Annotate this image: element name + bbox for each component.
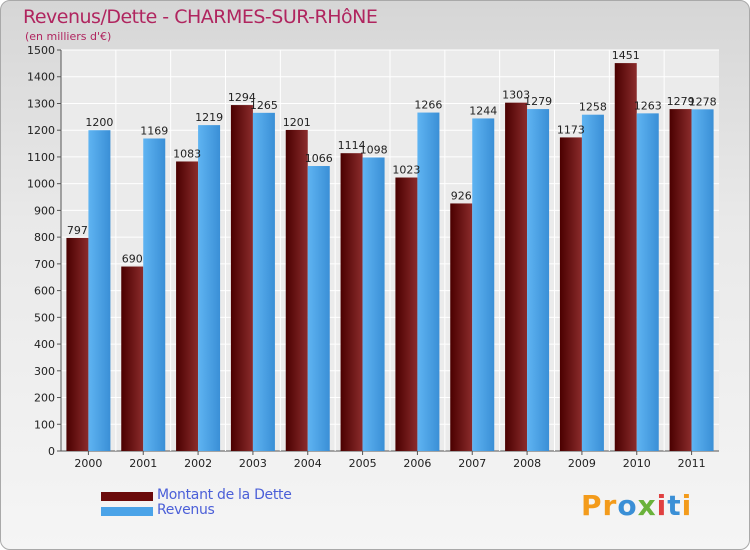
bar-revenue-2009: [581, 114, 604, 451]
y-tick-label: 100: [34, 418, 55, 431]
x-tick-label: 2010: [623, 457, 651, 470]
y-tick-label: 300: [34, 365, 55, 378]
data-label-debt: 1294: [228, 91, 256, 104]
data-label-debt: 1083: [173, 147, 201, 160]
data-label-debt: 1023: [392, 164, 420, 177]
data-label-revenue: 1266: [414, 99, 442, 112]
bar-revenue-2005: [362, 157, 385, 451]
x-tick-label: 2004: [294, 457, 322, 470]
bar-revenue-2007: [472, 118, 495, 452]
data-label-revenue: 1279: [524, 95, 552, 108]
x-tick-label: 2008: [513, 457, 541, 470]
data-label-debt: 1303: [502, 89, 530, 102]
legend-swatch-revenue: [101, 507, 153, 516]
brand-logo: Proxiti: [581, 489, 693, 522]
data-label-revenue: 1219: [195, 111, 223, 124]
legend-swatch-debt: [101, 492, 153, 501]
y-tick-label: 1100: [27, 151, 55, 164]
data-label-debt: 1173: [557, 123, 585, 136]
bar-revenue-2010: [636, 113, 659, 451]
data-label-debt: 1451: [612, 49, 640, 62]
bar-debt-2002: [176, 161, 199, 451]
legend-label-debt: Montant de la Dette: [157, 487, 292, 503]
y-tick-label: 500: [34, 311, 55, 324]
y-tick-label: 400: [34, 338, 55, 351]
data-label-revenue: 1098: [360, 143, 388, 156]
data-label-revenue: 1265: [250, 99, 278, 112]
x-tick-label: 2002: [184, 457, 212, 470]
chart-title: Revenus/Dette - CHARMES-SUR-RHôNE: [23, 6, 378, 28]
y-tick-label: 1200: [27, 124, 55, 137]
y-tick-label: 1000: [27, 178, 55, 191]
data-label-debt: 797: [67, 224, 88, 237]
y-tick-label: 1500: [27, 44, 55, 57]
data-label-debt: 1201: [283, 116, 311, 129]
bar-revenue-2002: [198, 125, 221, 451]
x-tick-label: 2003: [239, 457, 267, 470]
bar-revenue-2004: [307, 166, 330, 452]
bar-revenue-2001: [143, 138, 166, 451]
data-label-revenue: 1244: [469, 104, 497, 117]
y-tick-label: 600: [34, 285, 55, 298]
bar-debt-2000: [66, 237, 89, 451]
bar-debt-2008: [505, 102, 528, 451]
bar-revenue-2000: [88, 130, 111, 451]
x-tick-label: 2011: [678, 457, 706, 470]
data-label-debt: 926: [451, 189, 472, 202]
y-tick-label: 0: [48, 445, 55, 458]
chart-subtitle: (en milliers d'€): [25, 30, 112, 43]
bar-debt-2005: [340, 153, 363, 451]
data-label-revenue: 1263: [634, 99, 662, 112]
bar-debt-2004: [285, 129, 308, 451]
bar-revenue-2011: [691, 109, 714, 452]
data-label-revenue: 1200: [85, 116, 113, 129]
y-tick-label: 800: [34, 231, 55, 244]
y-tick-label: 900: [34, 204, 55, 217]
y-tick-label: 700: [34, 258, 55, 271]
bar-revenue-2003: [252, 112, 275, 451]
x-tick-label: 2000: [74, 457, 102, 470]
bar-debt-2006: [395, 177, 418, 451]
legend-label-revenue: Revenus: [157, 502, 215, 518]
bar-revenue-2006: [417, 112, 440, 451]
x-tick-label: 2009: [568, 457, 596, 470]
x-tick-label: 2007: [458, 457, 486, 470]
data-label-debt: 1279: [667, 95, 695, 108]
bar-debt-2007: [450, 203, 473, 451]
y-tick-label: 1300: [27, 97, 55, 110]
data-label-revenue: 1278: [689, 95, 717, 108]
y-tick-label: 200: [34, 392, 55, 405]
bar-revenue-2008: [527, 109, 550, 452]
data-label-revenue: 1258: [579, 101, 607, 114]
bar-debt-2010: [614, 63, 637, 451]
y-tick-label: 1400: [27, 71, 55, 84]
data-label-revenue: 1169: [140, 124, 168, 137]
bar-debt-2009: [559, 137, 582, 451]
data-label-debt: 690: [122, 253, 143, 266]
x-tick-label: 2006: [403, 457, 431, 470]
bar-debt-2003: [230, 105, 253, 451]
data-label-revenue: 1066: [305, 152, 333, 165]
bar-debt-2011: [669, 109, 692, 452]
x-tick-label: 2005: [349, 457, 377, 470]
x-tick-label: 2001: [129, 457, 157, 470]
bar-debt-2001: [121, 266, 144, 451]
data-label-debt: 1114: [338, 139, 366, 152]
